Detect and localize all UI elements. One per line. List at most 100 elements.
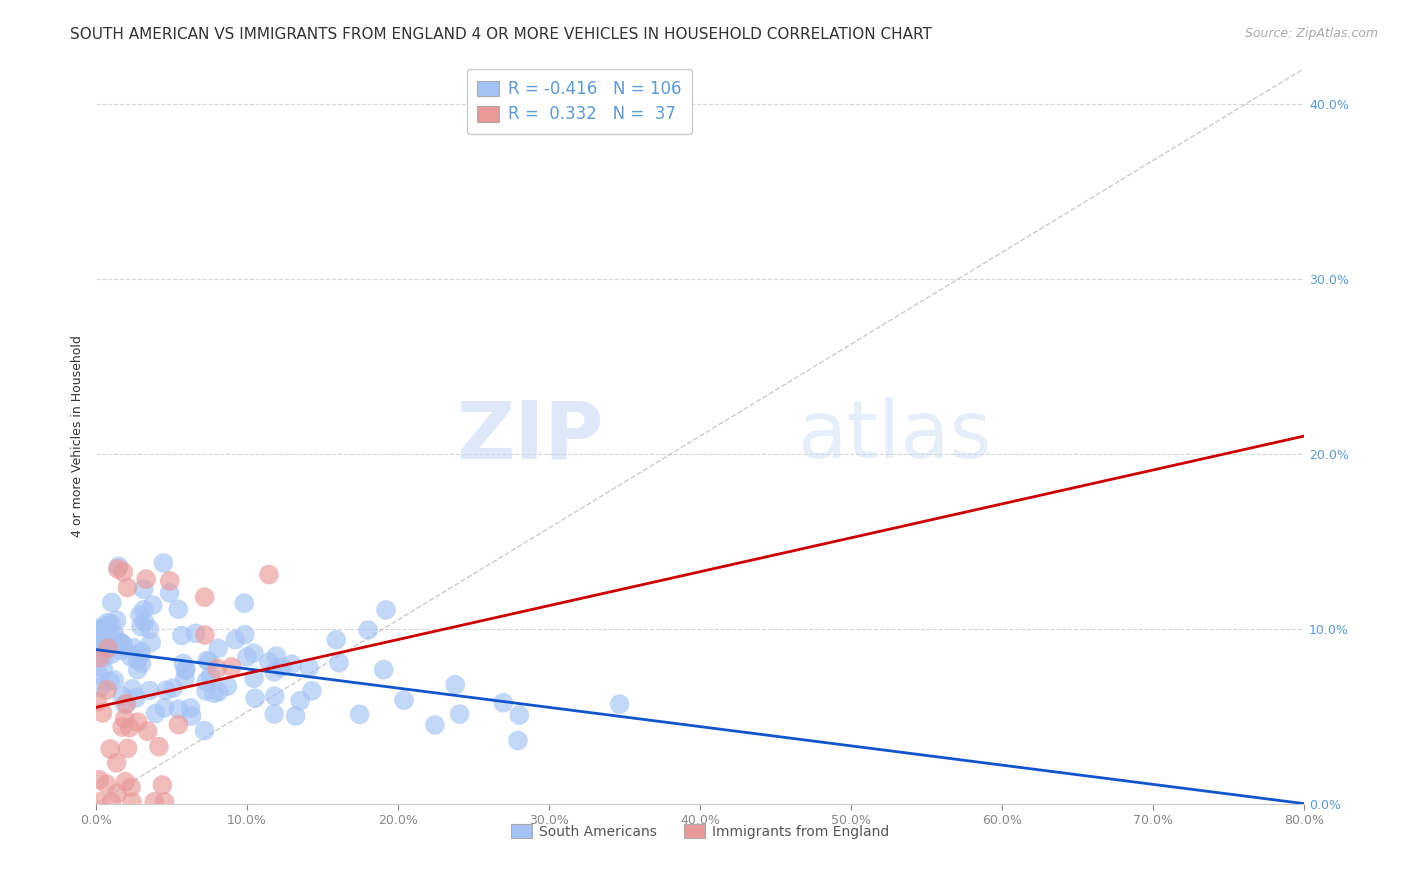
Point <box>194 590 217 604</box>
Point <box>180 701 202 715</box>
Point <box>94 635 117 649</box>
Point <box>86 632 108 647</box>
Point <box>96 682 118 697</box>
Point <box>114 774 136 789</box>
Point <box>195 674 218 689</box>
Point <box>117 741 139 756</box>
Point <box>392 693 415 707</box>
Point <box>89 650 111 665</box>
Point <box>152 556 174 570</box>
Point <box>129 608 152 623</box>
Point <box>172 657 194 671</box>
Point <box>243 691 266 706</box>
Point <box>100 795 122 809</box>
Point <box>508 708 530 723</box>
Point <box>131 657 153 671</box>
Point <box>112 565 135 579</box>
Point <box>263 706 285 721</box>
Point <box>121 681 143 696</box>
Text: atlas: atlas <box>797 397 991 475</box>
Point <box>202 686 225 700</box>
Point <box>217 679 239 693</box>
Point <box>86 695 108 709</box>
Point <box>91 662 114 676</box>
Point <box>110 643 132 657</box>
Point <box>257 567 280 582</box>
Point <box>301 683 323 698</box>
Point <box>100 595 122 609</box>
Point <box>115 697 138 711</box>
Point <box>127 663 149 677</box>
Point <box>174 663 197 677</box>
Y-axis label: 4 or more Vehicles in Household: 4 or more Vehicles in Household <box>72 335 84 537</box>
Point <box>90 635 112 649</box>
Point <box>609 697 631 711</box>
Point <box>357 623 380 637</box>
Point <box>233 627 256 641</box>
Point <box>105 756 128 770</box>
Point <box>506 733 529 747</box>
Point <box>281 657 304 672</box>
Point <box>100 616 122 631</box>
Point <box>111 689 134 703</box>
Point <box>111 638 134 652</box>
Point <box>89 795 111 809</box>
Point <box>96 777 118 791</box>
Point <box>127 654 149 668</box>
Point <box>153 701 176 715</box>
Point <box>167 602 190 616</box>
Point <box>221 660 243 674</box>
Point <box>263 665 285 679</box>
Point <box>103 626 125 640</box>
Point <box>148 739 170 754</box>
Point <box>266 648 288 663</box>
Point <box>111 720 134 734</box>
Point <box>97 618 120 632</box>
Point <box>257 655 280 669</box>
Point <box>449 707 471 722</box>
Point <box>328 656 350 670</box>
Point <box>153 795 176 809</box>
Point <box>138 683 160 698</box>
Point <box>198 655 221 669</box>
Point <box>159 586 181 600</box>
Point <box>107 559 129 574</box>
Point <box>233 596 256 610</box>
Point <box>136 724 159 739</box>
Point <box>162 681 184 695</box>
Point <box>120 649 142 664</box>
Point <box>270 660 292 674</box>
Point <box>290 693 312 707</box>
Point <box>195 653 218 667</box>
Point <box>373 663 395 677</box>
Point <box>207 641 229 656</box>
Point <box>103 673 125 687</box>
Point <box>194 628 217 642</box>
Point <box>97 641 120 656</box>
Point <box>114 712 136 726</box>
Point <box>423 718 446 732</box>
Point <box>236 649 259 664</box>
Point <box>138 622 160 636</box>
Point <box>129 619 152 633</box>
Point <box>125 690 148 705</box>
Point <box>135 572 157 586</box>
Point <box>150 778 173 792</box>
Point <box>180 709 202 723</box>
Point <box>114 698 136 712</box>
Point <box>89 621 111 635</box>
Point <box>89 772 111 787</box>
Point <box>96 615 118 630</box>
Point <box>159 574 181 588</box>
Point <box>174 662 197 676</box>
Point <box>284 709 307 723</box>
Point <box>132 603 155 617</box>
Point <box>298 661 321 675</box>
Point <box>120 780 142 795</box>
Point <box>170 628 193 642</box>
Point <box>224 632 246 647</box>
Point <box>195 684 218 698</box>
Point <box>117 581 139 595</box>
Text: ZIP: ZIP <box>456 397 603 475</box>
Point <box>110 635 132 649</box>
